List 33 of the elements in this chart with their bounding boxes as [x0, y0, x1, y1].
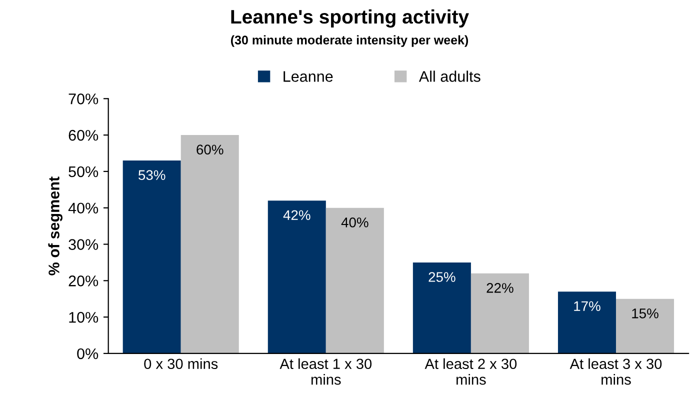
y-tick-label: 40%	[68, 202, 98, 214]
y-tick-label: 30%	[68, 239, 98, 250]
y-tick-label: 70%	[68, 94, 98, 104]
legend-label: Leanne	[284, 71, 333, 82]
x-tick-label: At least 1 x 30 mins	[280, 358, 372, 385]
chart-subtitle: (30 minute moderate intensity per week)	[231, 35, 468, 47]
x-tick-label: At least 2 x 30 mins	[424, 358, 517, 385]
data-label: 22%	[486, 283, 514, 293]
data-label: 60%	[196, 144, 224, 155]
bar	[470, 273, 529, 354]
legend-label: All adults	[418, 70, 480, 82]
data-label: 53%	[138, 170, 166, 180]
bar	[122, 160, 181, 354]
x-tick-label: At least 3 x 30 mins	[570, 358, 662, 385]
y-tick-label: 60%	[68, 130, 98, 141]
data-label: 42%	[283, 210, 310, 220]
y-tick-label: 50%	[68, 166, 98, 178]
data-label: 17%	[574, 301, 600, 311]
data-label: 25%	[428, 272, 456, 282]
bar	[412, 262, 471, 354]
y-tick-label: 20%	[68, 276, 98, 286]
chart-title: Leanne's sporting activity	[231, 9, 469, 28]
bar	[558, 292, 616, 354]
y-axis-title: % of segment	[48, 176, 62, 276]
data-label: 40%	[341, 217, 368, 228]
x-tick-label: 0 x 30 mins	[144, 358, 218, 370]
bar	[616, 298, 674, 354]
bar	[180, 135, 239, 354]
data-label: 15%	[632, 308, 658, 318]
bar	[326, 208, 384, 354]
y-tick-label: 10%	[69, 312, 98, 323]
y-tick-label: 0%	[77, 348, 98, 360]
bar	[268, 200, 326, 354]
